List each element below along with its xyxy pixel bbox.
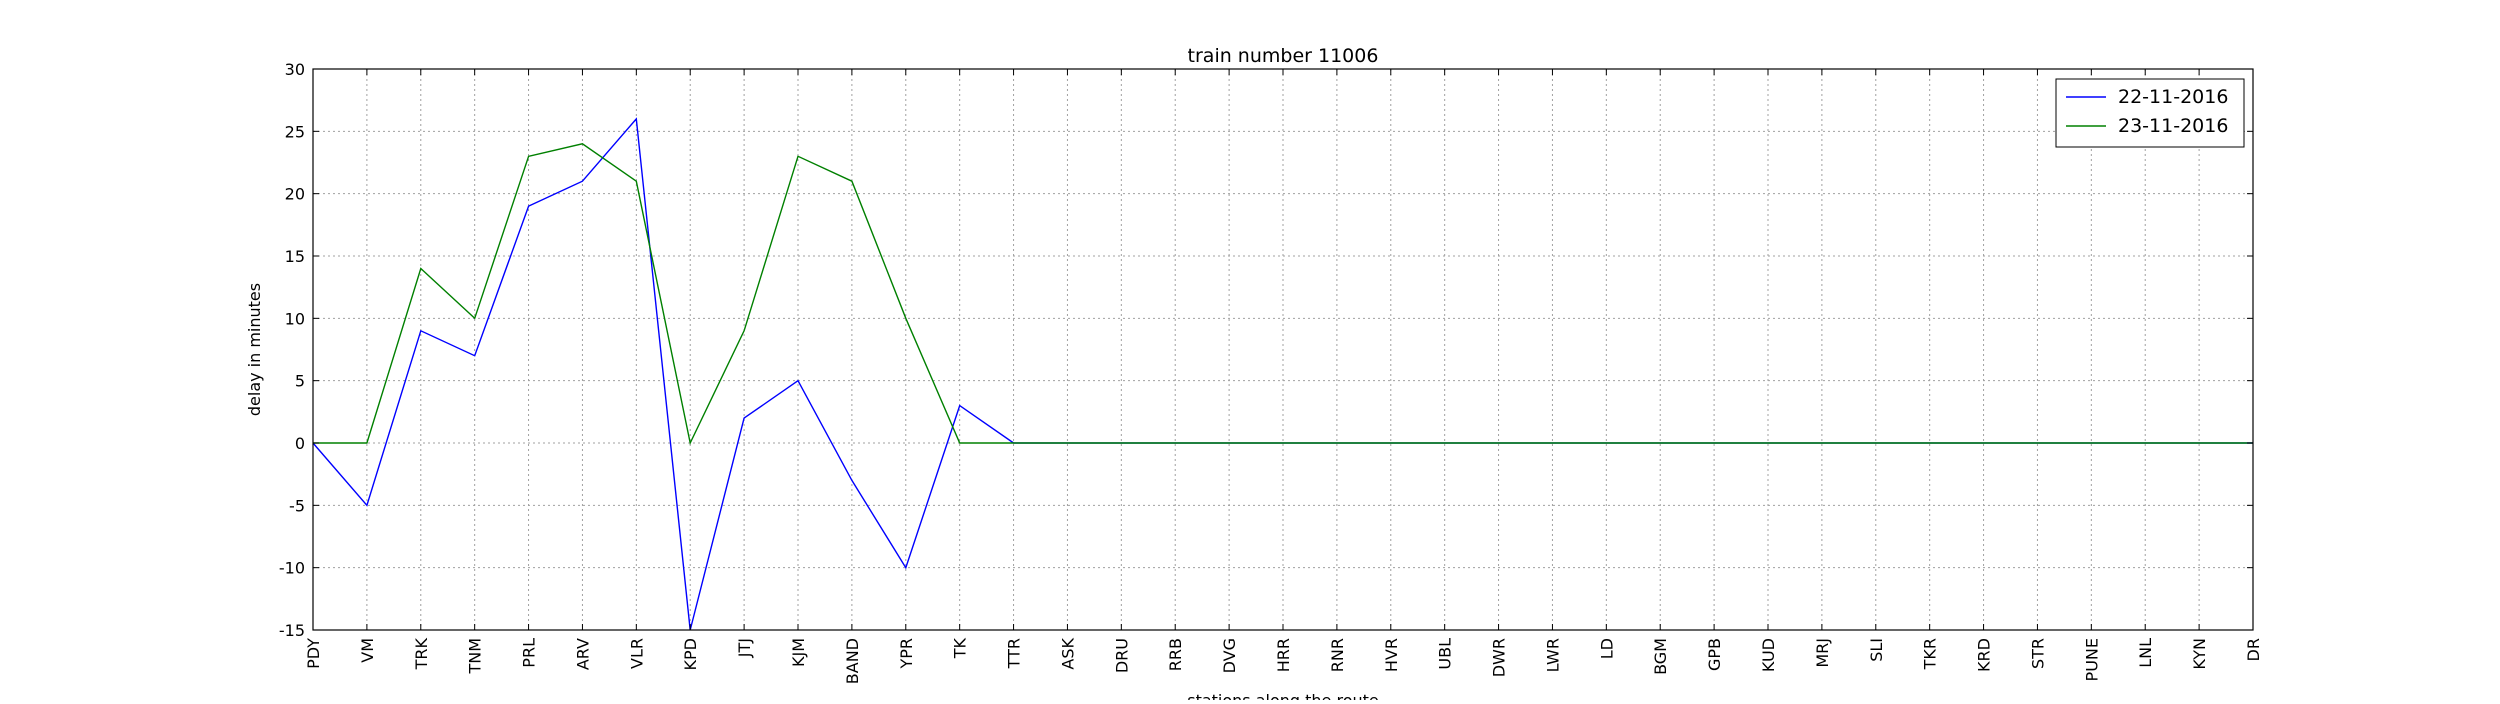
- x-tick-label: RRB: [1166, 638, 1185, 671]
- y-tick-label: -10: [279, 559, 305, 578]
- y-axis-label: delay in minutes: [245, 283, 264, 416]
- legend-box: [2055, 78, 2245, 148]
- y-tick-label: 15: [285, 247, 305, 266]
- x-tick-label: TTR: [1005, 638, 1024, 669]
- x-tick-label: LWR: [1543, 638, 1562, 672]
- x-tick-label: DR: [2244, 638, 2263, 661]
- x-tick-label: PUNE: [2082, 638, 2101, 681]
- legend-label: 22-11-2016: [2118, 86, 2228, 108]
- x-tick-label: LD: [1597, 638, 1616, 659]
- x-tick-label: VLR: [627, 638, 646, 669]
- x-tick-label: DWR: [1490, 638, 1509, 677]
- x-tick-label: UBL: [1436, 638, 1455, 670]
- x-tick-label: SLI: [1867, 638, 1886, 662]
- x-tick-label: ASK: [1058, 637, 1077, 669]
- x-tick-label: VM: [358, 638, 377, 663]
- series-line-2: [313, 143, 2253, 446]
- x-tick-label: PDY: [304, 638, 323, 669]
- x-tick-label: BAND: [843, 638, 862, 684]
- y-tick-label: 0: [295, 434, 305, 453]
- x-tick-label: MRJ: [1813, 638, 1832, 668]
- x-tick-label: GPB: [1705, 638, 1724, 671]
- x-tick-label: LNL: [2136, 638, 2155, 668]
- grid-layer: [313, 69, 2253, 630]
- x-tick-label: KRD: [1975, 638, 1994, 672]
- y-tick-label: -15: [279, 621, 305, 640]
- x-tick-label: DVG: [1220, 638, 1239, 673]
- x-tick-label: DRU: [1112, 638, 1131, 673]
- series-layer: [312, 117, 2253, 631]
- x-tick-label: YPR: [897, 638, 916, 670]
- y-tick-label: -5: [289, 496, 305, 515]
- x-tick-label: RNR: [1328, 638, 1347, 672]
- x-tick-label: TKR: [1921, 638, 1940, 670]
- y-tick-label: 10: [285, 309, 305, 328]
- x-tick-label: TNM: [466, 638, 485, 675]
- x-tick-label: KUD: [1759, 638, 1778, 672]
- x-tick-label: JTJ: [735, 638, 754, 658]
- x-tick-label: KJM: [789, 638, 808, 667]
- x-tick-label: BGM: [1651, 638, 1670, 675]
- x-tick-label: PRL: [520, 638, 539, 668]
- x-tick-label: STR: [2028, 638, 2047, 669]
- x-tick-label: KYN: [2190, 638, 2209, 670]
- y-tick-label: 20: [285, 185, 305, 204]
- chart-title: train number 11006: [1188, 45, 1379, 67]
- legend: 22-11-2016 23-11-2016: [2055, 78, 2245, 148]
- x-tick-label: HVR: [1382, 638, 1401, 672]
- y-tick-label: 5: [295, 372, 305, 391]
- x-axis-label: stations along the route: [1187, 691, 1379, 700]
- ticks-layer: -15 -10 -5 0 5 10 15 20 25 30 PDY VM TRK TNM PRL ARV VLR…: [279, 60, 2263, 684]
- x-tick-label: TK: [951, 637, 970, 659]
- legend-label: 23-11-2016: [2118, 115, 2228, 137]
- x-tick-label: ARV: [573, 638, 592, 670]
- x-tick-label: HRR: [1274, 638, 1293, 672]
- y-tick-label: 25: [285, 122, 305, 141]
- x-tick-label: KPD: [681, 638, 700, 670]
- x-tick-label: TRK: [412, 638, 431, 671]
- y-tick-label: 30: [285, 60, 305, 79]
